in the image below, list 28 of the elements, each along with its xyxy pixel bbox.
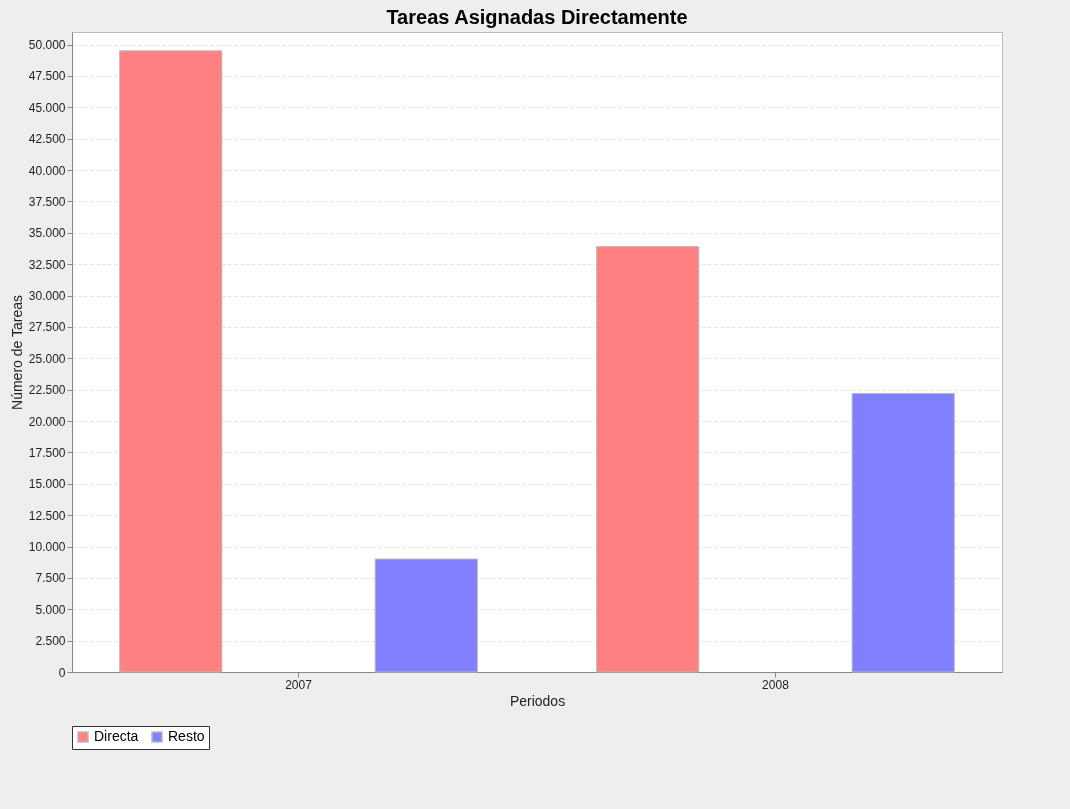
y-tick-label: 22.500 <box>28 383 66 398</box>
y-tick-label: 25.000 <box>28 351 66 366</box>
x-tick-label: 2007 <box>285 677 313 692</box>
y-tick-label: 12.500 <box>28 508 66 523</box>
y-tick-label: 42.500 <box>28 132 66 147</box>
y-tick-label: 50.000 <box>28 38 66 53</box>
legend-label: Directa <box>94 728 139 744</box>
y-tick-label: 30.000 <box>28 289 66 304</box>
y-tick-label: 20.000 <box>28 414 66 429</box>
y-tick-label: 15.000 <box>28 477 66 492</box>
y-tick-label: 2.500 <box>35 634 66 649</box>
y-tick-label: 27.500 <box>28 320 66 335</box>
y-tick-label: 37.500 <box>28 194 66 209</box>
legend-label: Resto <box>168 728 205 744</box>
y-tick-label: 32.500 <box>28 257 66 272</box>
x-axis-title: Periodos <box>509 692 566 709</box>
y-tick-label: 7.500 <box>35 571 66 586</box>
y-tick-label: 10.000 <box>28 540 66 555</box>
y-tick-label: 17.500 <box>28 445 66 460</box>
chart-title: Tareas Asignadas Directamente <box>386 6 688 28</box>
y-tick-label: 47.500 <box>28 69 66 84</box>
x-tick-label: 2008 <box>762 677 790 692</box>
y-axis-title: Número de Tareas <box>8 295 25 410</box>
y-tick-label: 5.000 <box>35 602 66 617</box>
y-tick-label: 0 <box>58 665 66 680</box>
y-tick-label: 40.000 <box>28 163 66 178</box>
y-tick-label: 45.000 <box>28 100 66 115</box>
y-tick-label: 35.000 <box>28 226 66 241</box>
